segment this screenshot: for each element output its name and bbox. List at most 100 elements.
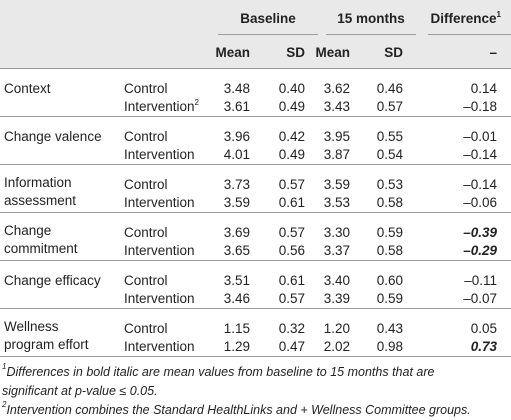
column-header: SD bbox=[384, 45, 403, 60]
cell-value: –0.18 bbox=[463, 99, 497, 114]
cell-value: 3.46 bbox=[223, 291, 250, 306]
rule bbox=[326, 34, 416, 35]
group-name: Intervention bbox=[124, 243, 195, 258]
cell-value: 0.73 bbox=[470, 339, 497, 354]
group-name: Control bbox=[124, 225, 168, 240]
superscript: 1 bbox=[2, 362, 7, 371]
cell-value: 0.46 bbox=[376, 81, 403, 96]
cell-value: 0.54 bbox=[376, 147, 403, 162]
row-label: Change efficacy bbox=[4, 273, 101, 288]
cell-value: 3.51 bbox=[223, 273, 250, 288]
cell-value: 0.53 bbox=[376, 177, 403, 192]
footnote-text: Differences in bold italic are mean valu… bbox=[6, 365, 435, 379]
cell-value: –0.14 bbox=[463, 147, 497, 162]
row-label: assessment bbox=[4, 193, 77, 208]
cell-value: 0.49 bbox=[278, 99, 305, 114]
superscript: 2 bbox=[194, 98, 199, 107]
cell-value: –0.06 bbox=[463, 195, 497, 210]
group-name: Intervention2 bbox=[124, 98, 199, 115]
column-header: Mean bbox=[315, 45, 350, 60]
group-name: Intervention bbox=[124, 195, 195, 210]
row-label: commitment bbox=[4, 241, 78, 256]
cell-value: 0.57 bbox=[278, 291, 305, 306]
cell-value: 0.55 bbox=[376, 129, 403, 144]
cell-value: 0.57 bbox=[376, 99, 403, 114]
cell-value: 0.40 bbox=[278, 81, 305, 96]
column-group-header: Baseline bbox=[240, 11, 296, 26]
cell-value: 0.43 bbox=[376, 321, 403, 336]
cell-value: –0.39 bbox=[463, 225, 497, 240]
cell-value: 3.39 bbox=[323, 291, 350, 306]
cell-value: 3.73 bbox=[223, 177, 250, 192]
superscript: 1 bbox=[496, 10, 501, 19]
group-name: Control bbox=[124, 129, 168, 144]
column-header: SD bbox=[286, 45, 305, 60]
row-label: program effort bbox=[4, 337, 89, 352]
cell-value: 3.43 bbox=[323, 99, 350, 114]
row-label: Information bbox=[4, 175, 72, 190]
cell-value: 0.58 bbox=[376, 243, 403, 258]
row-label: Change valence bbox=[4, 129, 102, 144]
row-label: Change bbox=[4, 223, 52, 238]
cell-value: 0.14 bbox=[470, 81, 497, 96]
row-label: Context bbox=[4, 81, 51, 96]
column-header: – bbox=[489, 45, 497, 60]
cell-value: 3.30 bbox=[323, 225, 350, 240]
cell-value: 3.69 bbox=[223, 225, 250, 240]
row-label: Wellness bbox=[4, 319, 59, 334]
cell-value: 3.62 bbox=[323, 81, 350, 96]
footnote: significant at p-value ≤ 0.05. bbox=[2, 382, 158, 401]
cell-value: 0.59 bbox=[376, 225, 403, 240]
cell-value: 1.15 bbox=[223, 321, 250, 336]
cell-value: 3.61 bbox=[223, 99, 250, 114]
cell-value: –0.29 bbox=[463, 243, 497, 258]
cell-value: 0.47 bbox=[278, 339, 305, 354]
rule bbox=[428, 34, 511, 35]
group-name: Control bbox=[124, 273, 168, 288]
cell-value: 4.01 bbox=[223, 147, 250, 162]
cell-value: 3.40 bbox=[323, 273, 350, 288]
rule bbox=[218, 34, 318, 35]
rule bbox=[0, 68, 511, 69]
footnote: 2Intervention combines the Standard Heal… bbox=[2, 401, 471, 420]
cell-value: 3.59 bbox=[323, 177, 350, 192]
rule bbox=[0, 356, 511, 357]
cell-value: 0.58 bbox=[376, 195, 403, 210]
cell-value: –0.01 bbox=[463, 129, 497, 144]
rule bbox=[0, 212, 511, 213]
cell-value: –0.14 bbox=[463, 177, 497, 192]
group-name: Intervention bbox=[124, 147, 195, 162]
cell-value: 0.56 bbox=[278, 243, 305, 258]
cell-value: 0.57 bbox=[278, 225, 305, 240]
cell-value: –0.07 bbox=[463, 291, 497, 306]
rule bbox=[0, 308, 511, 309]
cell-value: 0.59 bbox=[376, 291, 403, 306]
rule bbox=[0, 116, 511, 117]
cell-value: 3.37 bbox=[323, 243, 350, 258]
cell-value: 0.61 bbox=[278, 273, 305, 288]
cell-value: 3.87 bbox=[323, 147, 350, 162]
group-name: Control bbox=[124, 81, 168, 96]
footnote-text: significant at p-value ≤ 0.05. bbox=[2, 384, 158, 398]
cell-value: 0.60 bbox=[376, 273, 403, 288]
column-group-header: 15 months bbox=[337, 11, 405, 26]
cell-value: 1.29 bbox=[223, 339, 250, 354]
cell-value: 0.57 bbox=[278, 177, 305, 192]
cell-value: 0.05 bbox=[470, 321, 497, 336]
cell-value: 0.61 bbox=[278, 195, 305, 210]
difference-header: Difference1 bbox=[430, 10, 501, 27]
cell-value: 3.95 bbox=[323, 129, 350, 144]
cell-value: –0.11 bbox=[464, 273, 497, 288]
cell-value: 0.98 bbox=[376, 339, 403, 354]
group-name: Control bbox=[124, 321, 168, 336]
cell-value: 2.02 bbox=[323, 339, 350, 354]
group-name: Intervention bbox=[124, 339, 195, 354]
cell-value: 3.96 bbox=[223, 129, 250, 144]
cell-value: 3.48 bbox=[223, 81, 250, 96]
cell-value: 0.32 bbox=[278, 321, 305, 336]
cell-value: 0.42 bbox=[278, 129, 305, 144]
cell-value: 1.20 bbox=[323, 321, 350, 336]
cell-value: 3.53 bbox=[323, 195, 350, 210]
column-header: Mean bbox=[215, 45, 250, 60]
